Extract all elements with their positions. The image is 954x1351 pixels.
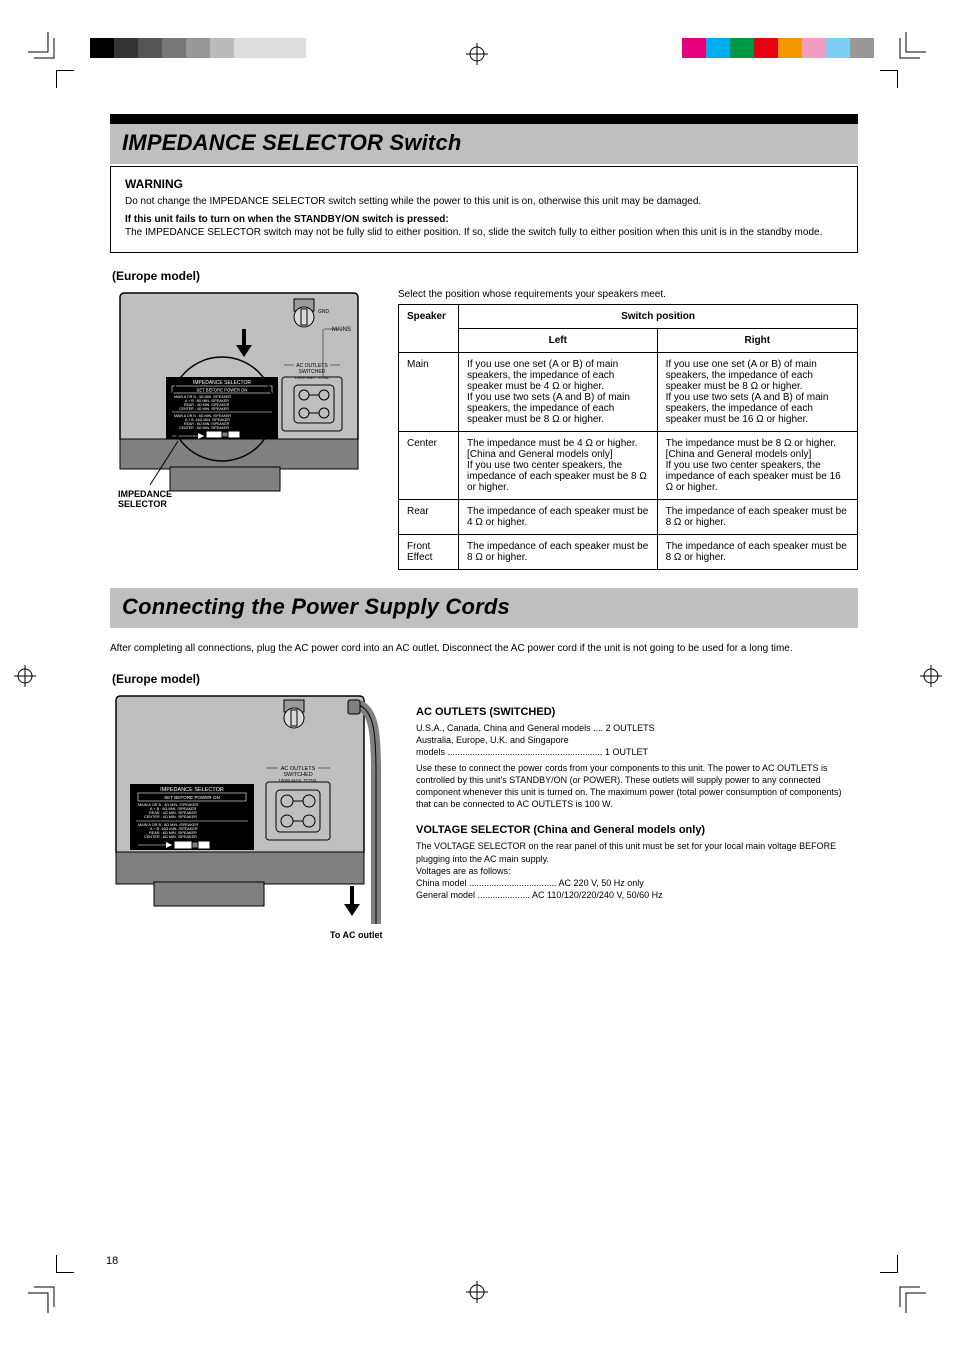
svg-text:CENTER : 8Ω MIN. /SPEAKER: CENTER : 8Ω MIN. /SPEAKER	[179, 426, 229, 430]
section-title-power: Connecting the Power Supply Cords	[110, 588, 858, 628]
th-right: Right	[657, 328, 857, 352]
th-position: Switch position	[459, 304, 858, 328]
svg-text:100W MAX. TOTAL: 100W MAX. TOTAL	[278, 778, 318, 783]
crop-mark-tr	[896, 32, 926, 62]
svg-text:CENTER : 8Ω MIN. /SPEAKER: CENTER : 8Ω MIN. /SPEAKER	[144, 835, 197, 839]
svg-text:CENTER : 4Ω MIN. /SPEAKER: CENTER : 4Ω MIN. /SPEAKER	[144, 815, 197, 819]
svg-text:MAINS: MAINS	[332, 327, 351, 333]
register-mark-left	[14, 665, 36, 687]
colorbar-right	[682, 38, 874, 58]
page-content: IMPEDANCE SELECTOR Switch WARNING Do not…	[110, 114, 858, 1233]
svg-text:100W MAX. TOTAL: 100W MAX. TOTAL	[295, 375, 331, 380]
crop-mark-tl	[28, 32, 58, 62]
caption-europe-2: (Europe model)	[112, 672, 858, 686]
crop-mark-br	[896, 1283, 926, 1313]
colorbar-left	[90, 38, 306, 58]
page-frame: IMPEDANCE SELECTOR Switch WARNING Do not…	[56, 70, 898, 1273]
register-mark-bottom	[466, 1281, 488, 1303]
select-line: Select the position whose requirements y…	[398, 289, 858, 300]
svg-text:SET BEFORE POWER ON: SET BEFORE POWER ON	[197, 387, 248, 392]
table-row-center: Center The impedance must be 4 Ω or high…	[399, 431, 858, 499]
th-speaker: Speaker	[399, 304, 459, 352]
power-diagram: To AC outlet AC OUTLETS SWITCHED 100W MA…	[110, 692, 390, 942]
rear-panel-lower-svg: To AC outlet AC OUTLETS SWITCHED 100W MA…	[110, 692, 390, 942]
outlets-body: Use these to connect the power cords fro…	[416, 762, 858, 811]
svg-text:To AC outlet: To AC outlet	[330, 930, 383, 940]
warning-p2: If this unit fails to turn on when the S…	[125, 213, 843, 240]
warning-label: WARNING	[125, 177, 843, 191]
register-mark-right	[920, 665, 942, 687]
svg-text:SET BEFORE POWER ON: SET BEFORE POWER ON	[164, 795, 220, 800]
voltage-body: The VOLTAGE SELECTOR on the rear panel o…	[416, 840, 858, 901]
table-row-rear: Rear The impedance of each speaker must …	[399, 499, 858, 534]
crop-mark-bl	[28, 1283, 58, 1313]
svg-text:IMPEDANCE: IMPEDANCE	[118, 489, 172, 499]
svg-text:SELECTOR: SELECTOR	[118, 499, 167, 509]
caption-europe-1: (Europe model)	[112, 269, 858, 283]
section-title-impedance: IMPEDANCE SELECTOR Switch	[110, 124, 858, 164]
outlets-models: U.S.A., Canada, China and General models…	[416, 722, 858, 758]
subhead-outlets: AC OUTLETS (SWITCHED)	[416, 706, 858, 718]
warning-box: WARNING Do not change the IMPEDANCE SELE…	[110, 166, 858, 253]
table-row-main: Main If you use one set (A or B) of main…	[399, 352, 858, 431]
svg-text:IMPEDANCE SELECTOR: IMPEDANCE SELECTOR	[160, 787, 224, 793]
svg-text:IMPEDANCE SELECTOR: IMPEDANCE SELECTOR	[193, 380, 251, 386]
power-intro: After completing all connections, plug t…	[110, 642, 858, 656]
impedance-diagram: GND MAINS AC OUTLETS SWITCHED 100W MAX. …	[110, 289, 370, 509]
register-mark-top	[466, 43, 488, 65]
rear-panel-upper-svg: GND MAINS AC OUTLETS SWITCHED 100W MAX. …	[110, 289, 370, 509]
black-bar-1	[110, 114, 858, 124]
warning-p1: Do not change the IMPEDANCE SELECTOR swi…	[125, 195, 843, 209]
svg-text:GND: GND	[318, 309, 330, 315]
svg-text:CENTER : 4Ω MIN. /SPEAKER: CENTER : 4Ω MIN. /SPEAKER	[179, 407, 229, 411]
th-left: Left	[459, 328, 658, 352]
table-row-front: Front Effect The impedance of each speak…	[399, 534, 858, 569]
subhead-voltage: VOLTAGE SELECTOR (China and General mode…	[416, 824, 858, 836]
page-number: 18	[106, 1255, 118, 1267]
impedance-table: Speaker Switch position Left Right Main …	[398, 304, 858, 570]
